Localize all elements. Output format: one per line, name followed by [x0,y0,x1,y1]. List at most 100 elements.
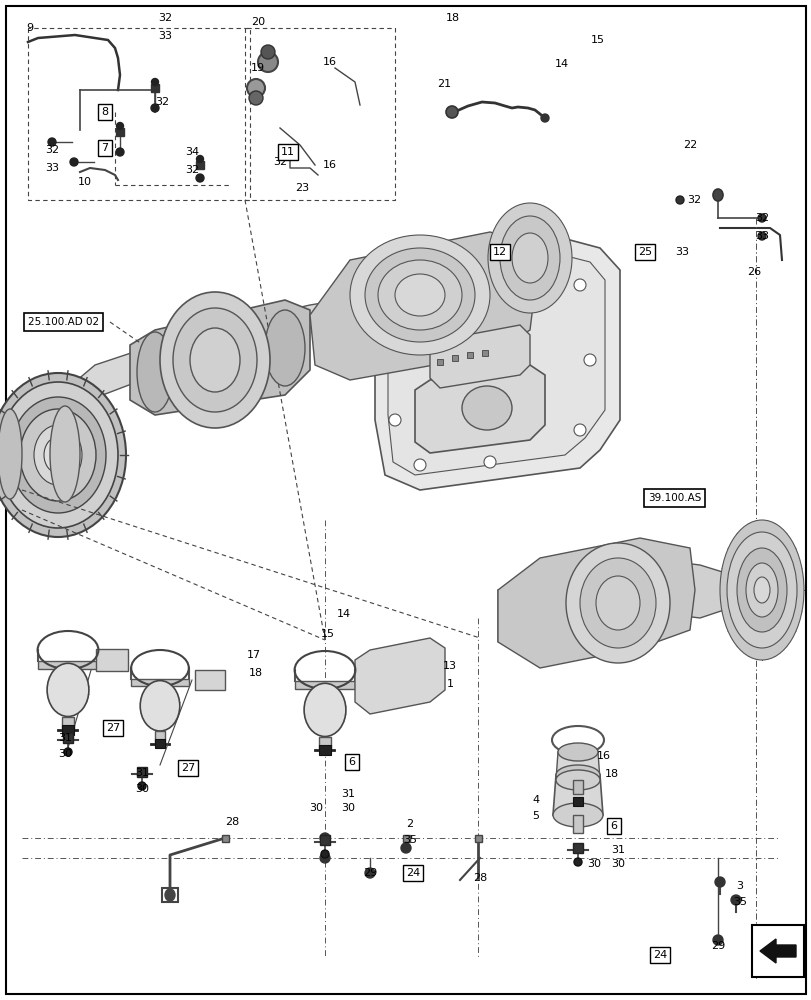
Text: 28: 28 [472,873,487,883]
Ellipse shape [556,765,599,785]
Text: 27: 27 [105,723,120,733]
Text: 23: 23 [294,183,309,193]
Bar [96,649,128,671]
Ellipse shape [137,332,173,412]
Text: 29: 29 [710,941,724,951]
Ellipse shape [195,174,204,182]
Text: 19: 19 [251,63,264,73]
Text: 32: 32 [45,145,59,155]
Bar [195,161,204,169]
Text: 33: 33 [674,247,689,257]
Text: 30: 30 [58,749,72,759]
Ellipse shape [556,770,599,790]
Ellipse shape [165,889,175,901]
Ellipse shape [500,216,560,300]
Text: 18: 18 [445,13,460,23]
Ellipse shape [258,52,277,72]
Bar [319,745,330,755]
Polygon shape [310,232,534,380]
Ellipse shape [190,328,240,392]
Bar [37,661,98,669]
Polygon shape [130,300,310,415]
Ellipse shape [552,803,603,827]
Text: 34: 34 [185,147,199,157]
Text: 30: 30 [341,803,354,813]
Text: 17: 17 [247,650,261,660]
Ellipse shape [730,895,740,905]
Text: 15: 15 [590,35,604,45]
Text: 30: 30 [610,859,624,869]
Ellipse shape [394,274,444,316]
Ellipse shape [573,279,586,291]
Ellipse shape [320,833,329,843]
Ellipse shape [745,563,777,617]
Text: 33: 33 [45,163,59,173]
Ellipse shape [0,382,118,528]
Ellipse shape [70,158,78,166]
Ellipse shape [736,548,786,632]
Bar [131,679,189,686]
Text: 39.100.AS: 39.100.AS [647,493,701,503]
Text: 3: 3 [736,881,743,891]
Bar [482,350,487,356]
Bar [154,739,165,748]
Polygon shape [375,232,620,490]
Ellipse shape [320,853,329,863]
Bar [294,681,355,689]
Text: 33: 33 [158,31,172,41]
Text: 18: 18 [604,769,618,779]
Ellipse shape [583,354,595,366]
Ellipse shape [573,858,581,866]
Polygon shape [354,638,444,714]
Text: 4: 4 [532,795,539,805]
Ellipse shape [385,334,397,346]
Text: 26: 26 [746,267,760,277]
Text: 30: 30 [309,803,323,813]
Text: 8: 8 [101,107,109,117]
Text: 31: 31 [135,768,148,778]
Ellipse shape [151,104,159,112]
Ellipse shape [116,148,124,156]
Text: 31: 31 [610,845,624,855]
Text: 32: 32 [272,157,287,167]
Text: 13: 13 [443,661,457,671]
Ellipse shape [757,232,765,240]
Ellipse shape [64,748,72,756]
Text: 1: 1 [446,679,453,689]
Ellipse shape [350,235,489,355]
Text: 20: 20 [251,17,264,27]
Ellipse shape [160,292,270,428]
Ellipse shape [44,437,72,473]
Text: 35: 35 [402,835,417,845]
Ellipse shape [540,114,548,122]
Bar [10,405,65,503]
Polygon shape [388,248,604,475]
Text: 31: 31 [58,733,72,743]
Ellipse shape [487,203,571,313]
Text: 24: 24 [406,868,419,878]
Text: 18: 18 [249,668,263,678]
Ellipse shape [726,532,796,648]
Ellipse shape [512,233,547,283]
Ellipse shape [48,138,56,146]
Polygon shape [497,555,759,642]
Ellipse shape [445,106,457,118]
Polygon shape [20,268,530,510]
Text: 24: 24 [652,950,667,960]
Ellipse shape [757,214,765,222]
Text: 10: 10 [78,177,92,187]
Ellipse shape [448,109,456,117]
Bar [162,888,178,902]
Ellipse shape [50,406,80,502]
Ellipse shape [320,850,328,858]
Text: 16: 16 [323,160,337,170]
Ellipse shape [20,409,96,501]
Ellipse shape [712,935,722,945]
Bar [751,925,803,977]
Polygon shape [497,538,694,668]
Ellipse shape [116,123,123,130]
Ellipse shape [264,310,305,386]
Ellipse shape [453,284,466,296]
Text: 22: 22 [682,140,697,150]
Ellipse shape [34,425,82,485]
